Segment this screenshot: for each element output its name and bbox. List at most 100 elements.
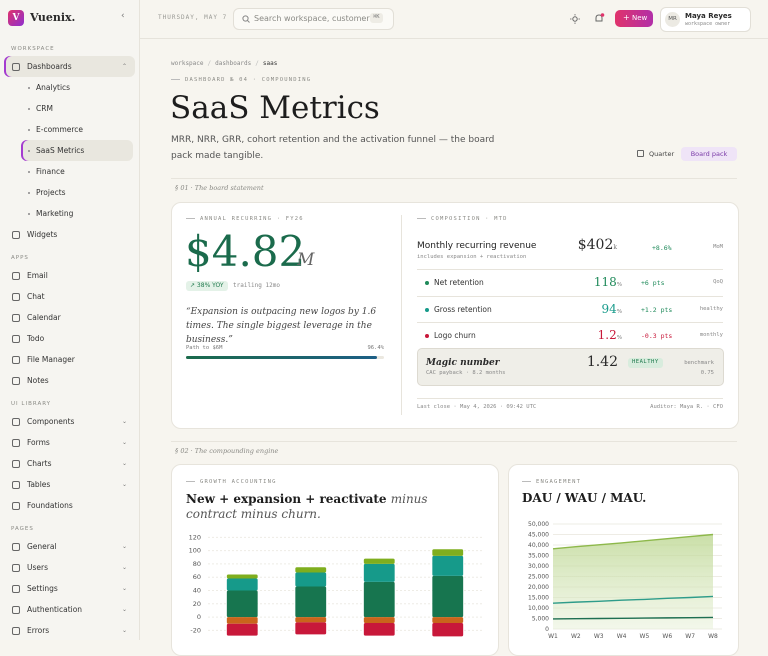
nav-item[interactable]: Chat — [4, 286, 135, 307]
divider — [171, 178, 737, 179]
icon — [12, 502, 20, 510]
chevron: ⌄ — [121, 543, 127, 550]
search-icon — [242, 15, 250, 23]
nav-subitem[interactable]: Projects — [21, 182, 133, 203]
bar-segment — [295, 622, 327, 635]
nav-subitem[interactable]: Analytics — [21, 77, 133, 98]
crumb[interactable]: saas — [262, 60, 278, 67]
nav-label: CRM — [36, 104, 53, 113]
user-role: workspace owner — [685, 21, 731, 27]
screen: V Vuenix. ‹ WORKSPACE Dashboards ⌃ Analytic… — [0, 0, 768, 640]
nav-subitem[interactable]: Finance — [21, 161, 133, 182]
bar-segment — [295, 567, 327, 573]
nav-item[interactable]: Notes — [4, 370, 135, 391]
nav-subitem[interactable]: Marketing — [21, 203, 133, 224]
search-box[interactable]: Search workspace, customer ⌘K — [233, 8, 394, 30]
nav-subitem[interactable]: SaaS Metrics — [21, 140, 133, 161]
line — [552, 533, 714, 550]
chevron: ⌄ — [121, 606, 127, 613]
icon — [12, 314, 20, 322]
bar-segment — [432, 623, 464, 637]
nav-subitem[interactable]: E-commerce — [21, 119, 133, 140]
divider — [417, 398, 723, 399]
chevron: ⌃ — [121, 63, 127, 70]
user-name: Maya Reyes — [685, 12, 732, 20]
nav-item[interactable]: Authentication ⌄ — [4, 599, 135, 620]
nav-label: Settings — [27, 584, 58, 593]
page: Vuenix SaaS Metrics { "sidebar": { "logo… — [0, 0, 768, 640]
nav-item[interactable]: Widgets — [4, 224, 135, 245]
nav-item[interactable]: Settings ⌄ — [4, 578, 135, 599]
unit: % — [616, 335, 622, 341]
dot — [28, 191, 30, 194]
divider — [401, 215, 402, 415]
nav-item[interactable]: Tables ⌄ — [4, 474, 135, 495]
dot — [28, 212, 30, 215]
separator: / — [255, 60, 259, 67]
nav-item[interactable]: File Manager — [4, 349, 135, 370]
engagement-eyebrow: ENGAGEMENT — [522, 479, 581, 486]
x-tick-label: W6 — [662, 633, 672, 640]
row-change: +1.2 pts — [641, 305, 673, 314]
nav: WORKSPACE Dashboards ⌃ Analytics CRM E-commer… — [0, 42, 139, 640]
nav-label: Foundations — [27, 501, 73, 510]
icon — [12, 231, 20, 239]
bar-segment — [226, 590, 258, 618]
bar-segment — [295, 586, 327, 618]
nav-item[interactable]: Email — [4, 265, 135, 286]
unit: % — [616, 308, 622, 315]
sidebar: V Vuenix. ‹ WORKSPACE Dashboards ⌃ Analytic… — [0, 0, 140, 640]
search-placeholder: Search workspace, customer — [254, 14, 370, 23]
nav-item[interactable]: Charts ⌄ — [4, 453, 135, 474]
nav-label: Marketing — [36, 209, 74, 218]
new-button[interactable]: + New — [615, 10, 653, 27]
collapse-button[interactable]: ‹ — [121, 11, 125, 21]
nav-item[interactable]: Foundations — [4, 495, 135, 516]
y-tick-label: 120 — [189, 533, 201, 541]
section-label: § 01 · The board statement — [175, 184, 264, 192]
nav-label: Charts — [27, 459, 52, 468]
nav-item[interactable]: Dashboards ⌃ — [4, 56, 135, 77]
y-tick-label: 0 — [545, 626, 549, 633]
line — [552, 616, 714, 620]
status-badge: HEALTHY — [628, 358, 663, 368]
chevron: ⌄ — [121, 564, 127, 571]
crumb[interactable]: workspace — [171, 60, 204, 67]
button-label: Quarter — [649, 150, 675, 158]
quarter-button[interactable]: Quarter — [633, 147, 678, 161]
nav-item[interactable]: General ⌄ — [4, 536, 135, 557]
crumb[interactable]: dashboards — [215, 60, 252, 67]
board-pack-button[interactable]: Board pack — [681, 147, 737, 161]
icon — [12, 481, 20, 489]
auditor: Auditor: Maya R. · CFO — [650, 404, 723, 410]
nav-item[interactable]: Forms ⌄ — [4, 432, 135, 453]
nav-item[interactable]: Errors ⌄ — [4, 620, 135, 640]
nav-item[interactable]: Calendar — [4, 307, 135, 328]
notifications[interactable] — [594, 13, 605, 24]
theme-toggle[interactable] — [570, 14, 580, 24]
section-label: § 02 · The compounding engine — [175, 447, 279, 455]
row-value: 94% — [560, 303, 622, 316]
icon — [12, 543, 20, 551]
chevron: ⌄ — [121, 627, 127, 634]
y-tick-label: 30,000 — [528, 563, 549, 570]
chevron: ⌄ — [121, 439, 127, 446]
title: New + expansion + reactivate — [186, 492, 387, 506]
chevron: ⌄ — [121, 460, 127, 467]
nav-subitem[interactable]: CRM — [21, 98, 133, 119]
nav-item[interactable]: Components ⌄ — [4, 411, 135, 432]
bar-segment — [226, 574, 258, 579]
nav-label: Finance — [36, 167, 65, 176]
area — [553, 534, 713, 629]
mrr-change: +8.6% — [652, 244, 672, 252]
nav-item[interactable]: Todo — [4, 328, 135, 349]
user-menu[interactable]: MR Maya Reyes workspace owner — [660, 7, 751, 32]
nav-item[interactable]: Users ⌄ — [4, 557, 135, 578]
unit: k — [613, 244, 617, 251]
y-tick-label: 40 — [193, 586, 201, 594]
y-tick-label: 40,000 — [528, 542, 549, 549]
row-label: Net retention — [434, 278, 484, 287]
icon — [12, 272, 20, 280]
y-tick-label: 50,000 — [528, 521, 549, 528]
value: 94 — [601, 301, 617, 316]
